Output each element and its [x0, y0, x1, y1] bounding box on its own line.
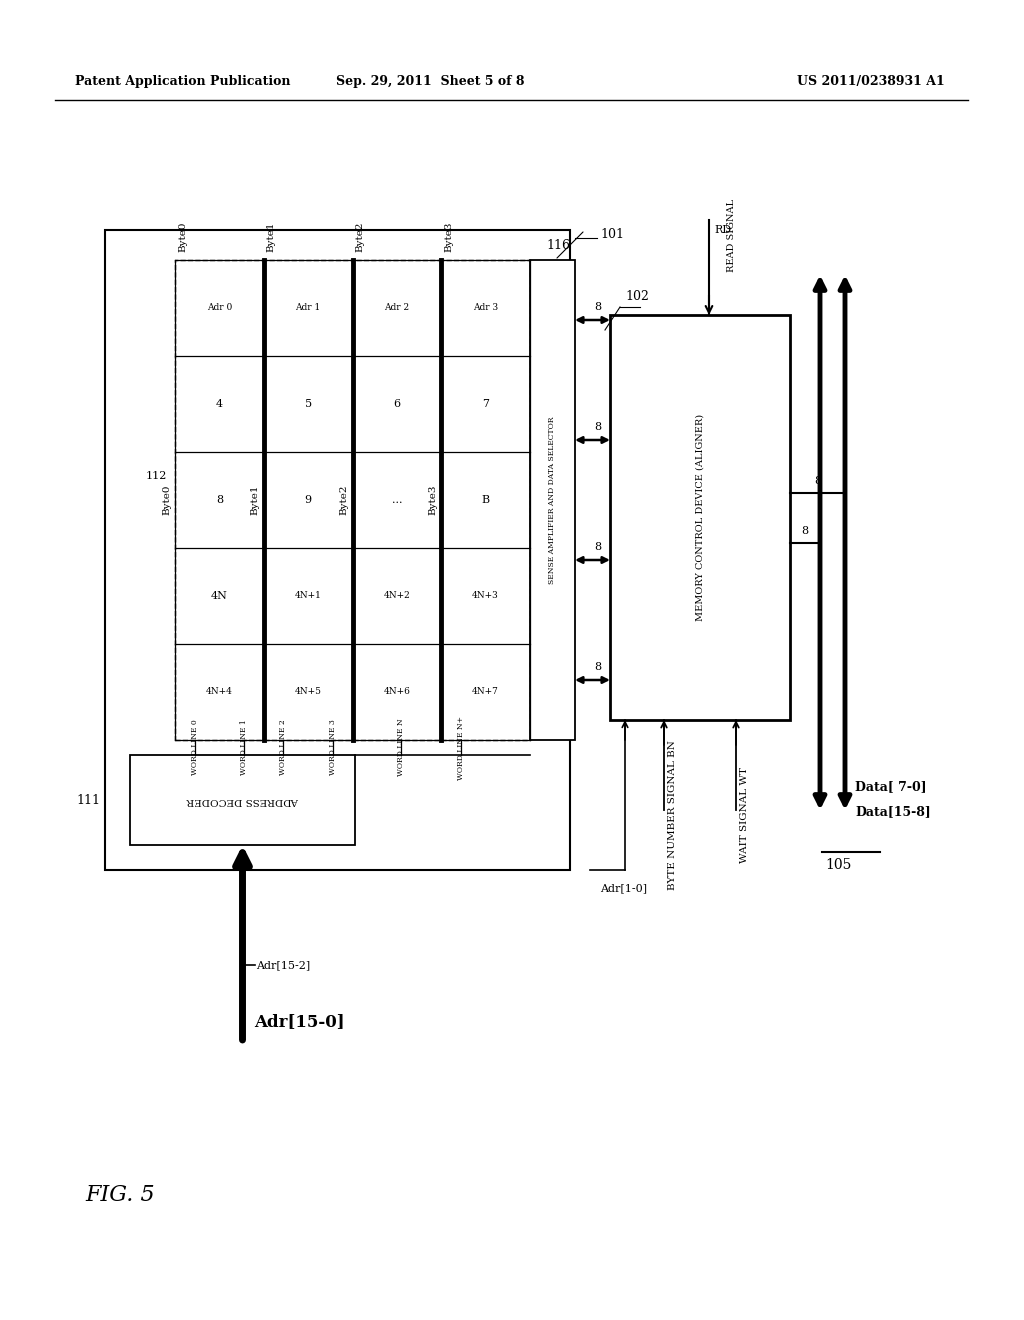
- Text: WORD LINE N: WORD LINE N: [397, 718, 406, 776]
- Text: Byte3: Byte3: [444, 222, 454, 252]
- Text: READ SIGNAL: READ SIGNAL: [727, 198, 736, 272]
- Text: RD: RD: [714, 224, 731, 235]
- Text: Byte1: Byte1: [266, 222, 275, 252]
- Text: 101: 101: [600, 228, 624, 242]
- Text: Data[ 7-0]: Data[ 7-0]: [855, 780, 927, 793]
- Text: 4N+2: 4N+2: [384, 591, 411, 601]
- Text: WORD LINE 0: WORD LINE 0: [190, 719, 199, 775]
- Bar: [530, 260, 575, 741]
- Bar: [352, 260, 441, 741]
- Text: WORD LINE N+: WORD LINE N+: [457, 715, 465, 780]
- Text: 4N+6: 4N+6: [383, 688, 411, 697]
- Text: Sep. 29, 2011  Sheet 5 of 8: Sep. 29, 2011 Sheet 5 of 8: [336, 75, 524, 88]
- Text: 111: 111: [76, 793, 100, 807]
- Text: Adr[1-0]: Adr[1-0]: [600, 883, 647, 894]
- Text: ADDRESS DECODER: ADDRESS DECODER: [186, 796, 299, 804]
- Text: 8: 8: [594, 543, 601, 552]
- Text: Adr[15-2]: Adr[15-2]: [256, 960, 310, 970]
- Text: 105: 105: [825, 858, 851, 873]
- Text: 5: 5: [304, 399, 311, 409]
- Text: Adr[15-0]: Adr[15-0]: [255, 1014, 345, 1031]
- Text: 6: 6: [393, 399, 400, 409]
- Text: WORD LINE 3: WORD LINE 3: [329, 719, 337, 775]
- Text: WAIT SIGNAL WT: WAIT SIGNAL WT: [740, 767, 749, 863]
- Bar: [610, 315, 790, 719]
- Bar: [441, 260, 530, 741]
- Text: 7: 7: [482, 399, 489, 409]
- Text: 4N+4: 4N+4: [206, 688, 232, 697]
- Text: 8: 8: [594, 422, 601, 432]
- Text: 8: 8: [216, 495, 223, 506]
- Text: Adr 1: Adr 1: [296, 304, 321, 313]
- Text: Byte0: Byte0: [178, 222, 187, 252]
- Text: Byte1: Byte1: [251, 484, 260, 515]
- Text: SENSE AMPLIFIER AND DATA SELECTOR: SENSE AMPLIFIER AND DATA SELECTOR: [549, 416, 556, 583]
- Text: Adr 0: Adr 0: [207, 304, 232, 313]
- Text: 9: 9: [304, 495, 311, 506]
- Text: 4N: 4N: [211, 591, 227, 601]
- Text: 4: 4: [216, 399, 223, 409]
- Text: MEMORY CONTROL DEVICE (ALIGNER): MEMORY CONTROL DEVICE (ALIGNER): [695, 414, 705, 622]
- Text: BYTE NUMBER SIGNAL BN: BYTE NUMBER SIGNAL BN: [668, 741, 677, 890]
- Text: Adr 2: Adr 2: [384, 304, 410, 313]
- Text: 8: 8: [802, 525, 809, 536]
- Text: 8: 8: [594, 663, 601, 672]
- Bar: [130, 755, 355, 845]
- Text: Byte3: Byte3: [428, 484, 437, 515]
- Text: 116: 116: [546, 239, 570, 252]
- Text: 8: 8: [814, 475, 821, 486]
- Text: 4N+5: 4N+5: [295, 688, 322, 697]
- Bar: [105, 230, 570, 870]
- Text: Byte2: Byte2: [340, 484, 348, 515]
- Text: US 2011/0238931 A1: US 2011/0238931 A1: [798, 75, 945, 88]
- Text: Patent Application Publication: Patent Application Publication: [75, 75, 291, 88]
- Text: 8: 8: [594, 302, 601, 312]
- Text: WORD LINE 1: WORD LINE 1: [241, 719, 248, 775]
- Text: 112: 112: [145, 471, 167, 480]
- Text: B: B: [481, 495, 489, 506]
- Bar: [175, 260, 264, 741]
- Text: Adr 3: Adr 3: [473, 304, 499, 313]
- Text: Data[15-8]: Data[15-8]: [855, 805, 931, 818]
- Text: FIG. 5: FIG. 5: [85, 1184, 155, 1206]
- Text: 4N+3: 4N+3: [472, 591, 499, 601]
- Text: 4N+1: 4N+1: [295, 591, 322, 601]
- Text: 102: 102: [625, 290, 649, 304]
- Bar: [264, 260, 352, 741]
- Text: ...: ...: [391, 495, 402, 506]
- Text: WORD LINE 2: WORD LINE 2: [280, 719, 288, 775]
- Text: 4N+7: 4N+7: [472, 688, 499, 697]
- Text: Byte0: Byte0: [162, 484, 171, 515]
- Text: Byte2: Byte2: [355, 222, 365, 252]
